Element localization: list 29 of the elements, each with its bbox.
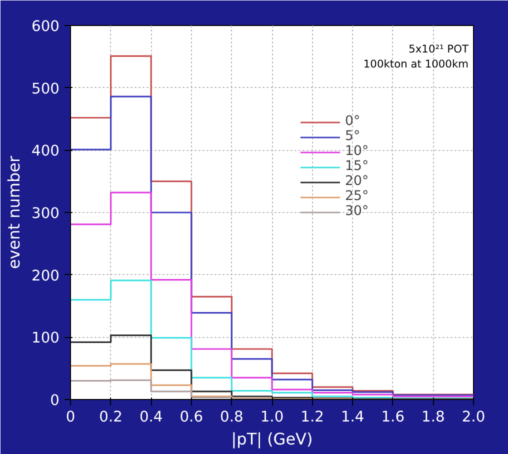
x-tick-label: 1.4 [340,408,364,426]
x-tick-label: 1.8 [422,408,445,426]
y-axis-title: event number [4,156,24,270]
x-tick-label: 1.2 [300,408,324,426]
annotation: 5x10²¹ POT [408,42,469,56]
x-tick-label: 0.2 [99,408,122,426]
y-tick-label: 200 [32,267,60,284]
legend-label: 5° [345,129,362,144]
legend-label: 30° [345,204,369,219]
y-tick-label: 500 [32,80,60,98]
y-tick-label: 300 [32,205,60,222]
x-tick-label: 1.6 [381,408,405,426]
x-tick-label: 0.6 [180,408,204,426]
x-tick-label: 0.4 [139,408,163,426]
y-tick-label: 0 [50,392,60,409]
y-tick-label: 100 [32,330,60,347]
x-axis-title: |pT| (GeV) [231,430,313,448]
legend-label: 10° [345,144,369,159]
legend-label: 25° [345,189,369,204]
x-tick-label: 2.0 [462,408,486,426]
x-tick-label: 0.8 [220,408,244,426]
x-tick-label: 1.0 [260,408,284,426]
y-tick-label: 600 [32,18,60,35]
legend-label: 15° [345,159,369,174]
annotation: 100kton at 1000km [363,58,469,70]
x-tick-label: 0 [66,408,76,426]
legend-label: 0° [345,114,362,129]
legend-label: 20° [345,174,369,189]
y-tick-label: 400 [32,142,60,160]
